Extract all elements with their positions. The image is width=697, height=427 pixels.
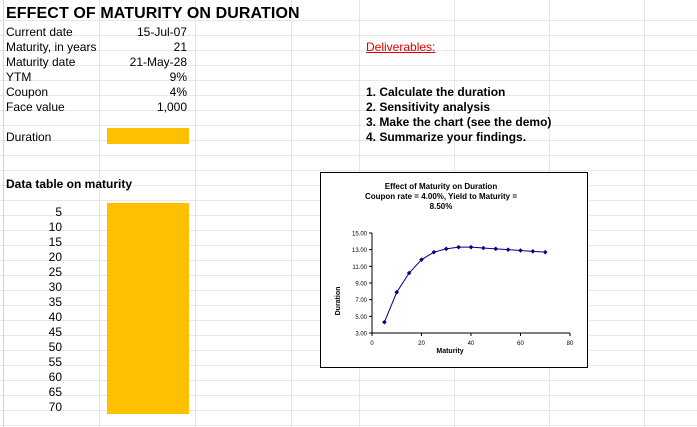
chart-data-point [406, 270, 412, 276]
chart-x-tick-label: 40 [468, 341, 475, 347]
maturity-value[interactable]: 25 [48, 265, 62, 279]
chart-x-tick-label: 0 [370, 341, 374, 347]
chart-y-axis-label: Duration [335, 287, 342, 316]
chart-svg: Effect of Maturity on Duration Coupon ra… [335, 182, 574, 355]
chart-y-tick-label: 5.00 [355, 315, 367, 321]
maturity-years-value[interactable]: 21 [173, 40, 187, 54]
deliverable-item: 1. Calculate the duration [366, 85, 506, 99]
chart-data-point [505, 247, 511, 252]
chart-y-tick-label: 11.00 [352, 265, 367, 271]
chart-x-tick-label: 80 [567, 341, 574, 347]
deliverable-item: 3. Make the chart (see the demo) [366, 115, 552, 129]
chart-data-point [443, 246, 449, 252]
ytm-value[interactable]: 9% [169, 70, 187, 84]
maturity-value[interactable]: 55 [48, 355, 62, 369]
maturity-value[interactable]: 70 [48, 400, 62, 414]
chart-subtitle-line1: Coupon rate = 4.00%, Yield to Maturity = [365, 192, 517, 201]
chart-y-tick-label: 9.00 [355, 282, 367, 288]
duration-label: Duration [6, 130, 52, 144]
chart-data-point [530, 249, 536, 254]
chart-x-axis-label: Maturity [436, 348, 463, 355]
chart-data-point [456, 244, 461, 250]
maturity-value[interactable]: 10 [48, 220, 62, 234]
chart-x-tick-label: 20 [418, 341, 425, 347]
chart-y-tick-label: 7.00 [355, 298, 367, 304]
row-header-border [3, 0, 4, 427]
chart-data-point [431, 249, 437, 255]
deliverable-item: 4. Summarize your findings. [366, 130, 527, 144]
maturity-value[interactable]: 20 [48, 250, 62, 264]
chart-y-tick-label: 13.00 [352, 248, 368, 254]
chart-y-tick-label: 15.00 [352, 232, 368, 238]
chart-subtitle-line2: 8.50% [430, 202, 453, 211]
maturity-value[interactable]: 50 [48, 340, 62, 354]
chart-data-point [518, 248, 523, 253]
maturity-date-value[interactable]: 21-May-28 [129, 55, 187, 69]
coupon-label: Coupon [6, 85, 49, 99]
ytm-label: YTM [6, 70, 32, 84]
face-value-value[interactable]: 1,000 [156, 100, 187, 114]
maturity-years-label: Maturity, in years [6, 40, 97, 54]
chart-data-point [382, 319, 387, 325]
deliverable-item: 2. Sensitivity analysis [366, 100, 491, 114]
maturity-value[interactable]: 5 [55, 205, 62, 219]
chart-data-point [468, 244, 474, 250]
chart-data-point [542, 249, 548, 255]
deliverables-title: Deliverables: [366, 40, 436, 54]
chart-x-tick-label: 60 [517, 341, 524, 347]
data-table-output-cells[interactable] [107, 203, 189, 414]
maturity-value[interactable]: 30 [48, 280, 62, 294]
current-date-label: Current date [6, 25, 73, 39]
chart-series-line [383, 246, 546, 323]
maturity-value[interactable]: 60 [48, 370, 62, 384]
chart-title: Effect of Maturity on Duration [385, 182, 498, 191]
duration-chart[interactable]: Effect of Maturity on Duration Coupon ra… [320, 172, 588, 368]
chart-y-tick-label: 3.00 [355, 332, 367, 338]
data-table-title: Data table on maturity [6, 177, 133, 191]
maturity-date-label: Maturity date [6, 55, 76, 69]
maturity-value[interactable]: 15 [48, 235, 62, 249]
chart-data-point [481, 245, 486, 251]
duration-input-cell[interactable] [107, 128, 189, 144]
face-value-label: Face value [6, 100, 65, 114]
maturity-value[interactable]: 35 [48, 295, 62, 309]
current-date-value[interactable]: 15-Jul-07 [136, 25, 187, 39]
maturity-value[interactable]: 40 [48, 310, 62, 324]
chart-data-point [493, 246, 499, 252]
coupon-value[interactable]: 4% [169, 85, 187, 99]
maturity-value[interactable]: 65 [48, 385, 62, 399]
sheet-title: EFFECT OF MATURITY ON DURATION [6, 5, 300, 22]
maturity-value[interactable]: 45 [48, 325, 62, 339]
